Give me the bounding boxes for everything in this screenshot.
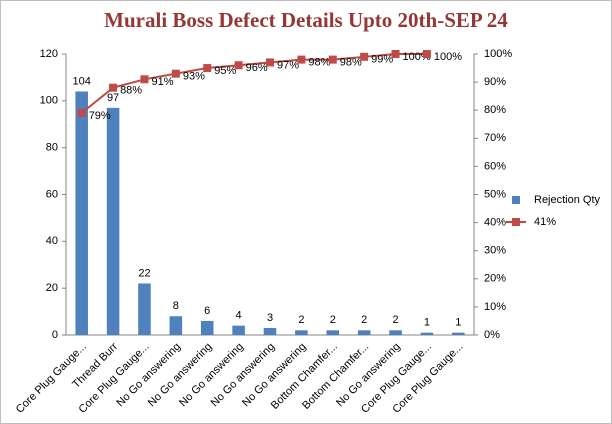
line-marker <box>77 109 86 118</box>
chart-title: Murali Boss Defect Details Upto 20th-SEP… <box>104 8 508 32</box>
legend-swatch <box>512 196 520 204</box>
bar <box>169 316 183 335</box>
y2-tick-label: 10% <box>484 301 506 313</box>
line-label: 96% <box>246 62 268 74</box>
y-tick-label: 0 <box>52 329 58 341</box>
y2-tick-label: 60% <box>484 160 506 172</box>
legend-swatch <box>512 218 520 226</box>
line <box>81 53 427 114</box>
bar <box>75 91 88 335</box>
y-tick-label: 40 <box>46 235 58 247</box>
legend-label: 41% <box>534 216 556 228</box>
line-marker <box>203 64 212 73</box>
y2-tick-label: 0% <box>484 329 500 341</box>
line-marker <box>422 50 431 58</box>
line-label: 98% <box>340 57 362 69</box>
line-marker <box>171 69 180 78</box>
bar <box>389 330 402 335</box>
y2-tick-label: 20% <box>484 273 506 285</box>
bar-label: 2 <box>298 314 304 326</box>
y2-tick-label: 90% <box>484 76 506 88</box>
y2-tick-label: 40% <box>484 217 506 229</box>
line-marker <box>328 55 337 64</box>
bar-label: 2 <box>361 314 367 326</box>
line-label: 100% <box>434 51 462 63</box>
bar <box>232 325 245 335</box>
y-tick-label: 100 <box>40 95 58 107</box>
line-label: 95% <box>214 65 236 77</box>
bar <box>295 330 308 335</box>
bar <box>200 320 214 335</box>
bar-label: 1 <box>455 317 461 329</box>
line-marker <box>360 52 369 61</box>
bar <box>263 327 277 335</box>
bar-label: 97 <box>107 92 119 104</box>
bar-label: 3 <box>267 312 273 324</box>
line-marker <box>391 50 400 58</box>
bar-label: 2 <box>330 314 336 326</box>
bar <box>420 332 434 335</box>
bar-label: 6 <box>204 305 210 317</box>
bar-label: 4 <box>236 310 242 322</box>
bar-label: 2 <box>392 314 398 326</box>
line-marker <box>234 61 243 70</box>
line-label: 99% <box>371 54 393 66</box>
y2-tick-label: 80% <box>484 104 506 116</box>
legend-label: Rejection Qty <box>534 194 601 206</box>
y-tick-label: 120 <box>40 48 58 60</box>
line-marker <box>109 83 118 92</box>
line-marker <box>140 75 149 84</box>
y-tick-label: 20 <box>46 282 58 294</box>
bar-label: 22 <box>138 267 150 279</box>
line-label: 91% <box>151 76 173 88</box>
line-marker <box>297 55 306 64</box>
bar-label: 104 <box>73 75 91 87</box>
bar <box>357 330 371 335</box>
y-tick-label: 80 <box>46 142 58 154</box>
y2-tick-label: 100% <box>484 48 512 60</box>
line-marker <box>266 58 274 67</box>
bar-label: 8 <box>173 300 179 312</box>
y2-tick-label: 50% <box>484 188 506 200</box>
line-label: 79% <box>89 110 111 122</box>
line-label: 93% <box>183 71 205 83</box>
bar <box>452 332 465 335</box>
bar-label: 1 <box>424 317 430 329</box>
y2-tick-label: 30% <box>484 245 506 257</box>
bar <box>106 107 120 335</box>
y2-tick-label: 70% <box>484 132 506 144</box>
y-tick-label: 60 <box>46 188 58 200</box>
line-label: 88% <box>120 85 142 97</box>
bar <box>326 330 340 335</box>
bar <box>138 283 151 335</box>
line-label: 97% <box>277 59 299 71</box>
line-label: 98% <box>308 57 330 69</box>
